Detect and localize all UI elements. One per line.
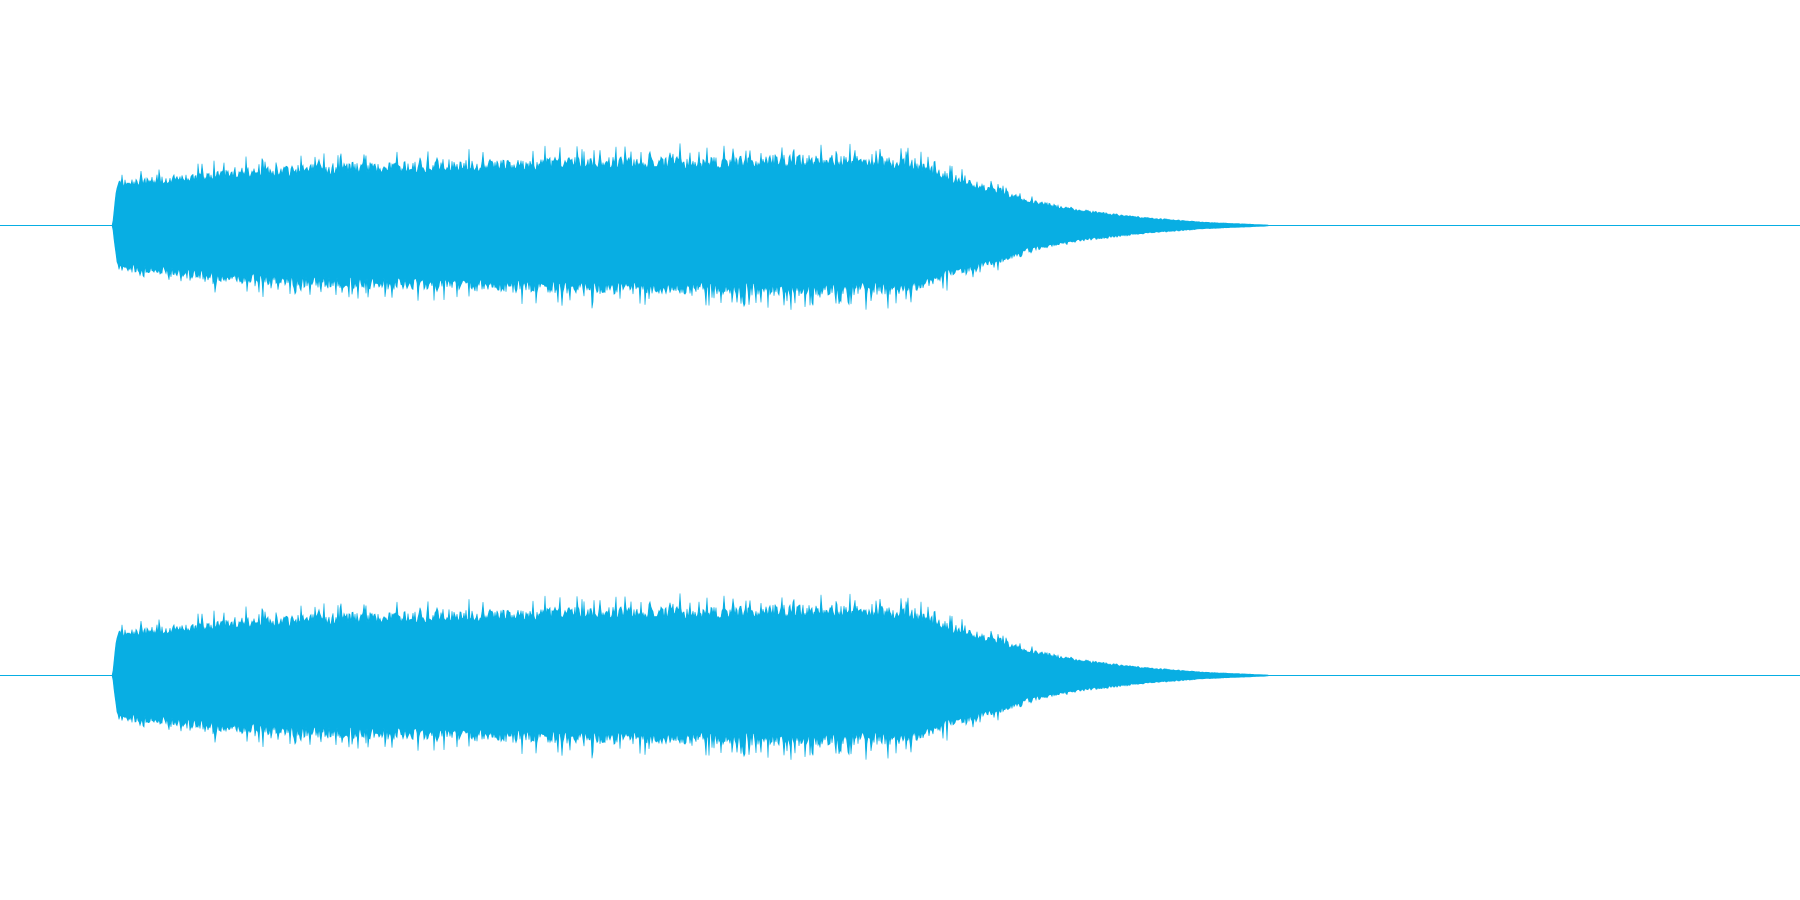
channel-right: [0, 593, 1800, 760]
channel-left: [0, 143, 1800, 310]
waveform: [111, 593, 1270, 760]
waveform: [111, 143, 1270, 310]
